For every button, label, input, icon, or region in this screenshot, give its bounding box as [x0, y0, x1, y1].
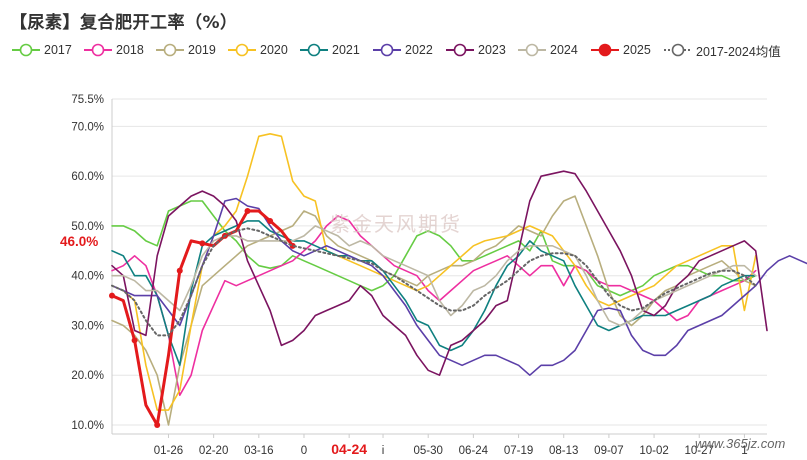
legend-item-2020[interactable]: 2020	[228, 40, 288, 60]
series-point-2025	[109, 292, 115, 299]
series-line-2024	[111, 225, 757, 327]
series-point-2025	[244, 207, 251, 214]
y-tick-label: 10.0%	[71, 420, 104, 432]
y-tick-label: 70.0%	[71, 121, 104, 133]
legend-item-2019[interactable]: 2019	[156, 40, 216, 60]
y-tick-label: 30.0%	[71, 320, 104, 332]
site-watermark: www.365jz.com	[695, 436, 786, 451]
legend-item-2023[interactable]: 2023	[446, 40, 506, 60]
x-tick-label: 0	[301, 445, 307, 457]
legend-marker-icon	[373, 43, 401, 57]
x-tick-label: 01-26	[154, 445, 183, 457]
current-value-label: 46.0%	[60, 234, 99, 249]
series-line-2022	[111, 197, 807, 377]
y-tick-label: 20.0%	[71, 370, 104, 382]
legend-item-2018[interactable]: 2018	[84, 40, 144, 60]
x-tick-label: 09-07	[594, 445, 623, 457]
x-tick-label: 10-27	[685, 445, 714, 457]
legend-label: 2022	[405, 43, 433, 57]
legend-label: 2025	[623, 43, 651, 57]
legend-item-2025[interactable]: 2025	[591, 40, 651, 60]
series-line-2017	[111, 200, 757, 297]
series-line-2019	[111, 195, 757, 426]
legend-item-2022[interactable]: 2022	[373, 40, 433, 60]
legend-marker-icon	[12, 43, 40, 57]
watermark-text: 紫金天风期货	[330, 212, 462, 236]
legend-marker-icon	[664, 43, 692, 57]
series-line-2021	[111, 220, 757, 367]
legend-marker-icon	[156, 43, 184, 57]
legend-marker-icon	[446, 43, 474, 57]
legend-label: 2018	[116, 43, 144, 57]
legend-marker-icon	[300, 43, 328, 57]
x-tick-label: 05-30	[413, 445, 442, 457]
series-point-2025	[131, 337, 138, 344]
series-point-2025	[154, 422, 161, 429]
x-tick-label: 03-16	[244, 445, 273, 457]
legend-label: 2023	[478, 43, 506, 57]
legend-label: 2020	[260, 43, 288, 57]
legend-marker-icon	[591, 43, 619, 57]
series-point-2025	[199, 240, 206, 247]
x-tick-label: 02-20	[199, 445, 228, 457]
series-point-2025	[176, 267, 183, 274]
legend-label: 2021	[332, 43, 360, 57]
y-tick-label: 50.0%	[71, 221, 104, 233]
series-line-2018	[111, 215, 757, 397]
chart-title: 【尿素】复合肥开工率（%）	[10, 13, 238, 33]
x-tick-label: i	[382, 445, 385, 457]
x-tick-label: 07-19	[504, 445, 533, 457]
x-tick-label: 08-13	[549, 445, 578, 457]
legend-item-2017[interactable]: 2017	[12, 40, 72, 60]
x-tick-label: 06-24	[459, 445, 489, 457]
series-line-2023	[111, 170, 768, 377]
legend-item-2017-2024均值[interactable]: 2017-2024均值	[664, 40, 781, 60]
legend-label: 2024	[550, 43, 578, 57]
legend-marker-icon	[228, 43, 256, 57]
x-tick-label: 10-02	[639, 445, 668, 457]
x-tick-label: 04-24	[331, 441, 367, 457]
series-line-2017-2024均值	[111, 227, 757, 337]
legend-marker-icon	[518, 43, 546, 57]
x-tick-label: 1	[741, 445, 747, 457]
series-line-2020	[111, 133, 757, 411]
legend-item-2024[interactable]: 2024	[518, 40, 578, 60]
y-tick-label: 40.0%	[71, 271, 104, 283]
legend-marker-icon	[84, 43, 112, 57]
legend-item-2021[interactable]: 2021	[300, 40, 360, 60]
y-tick-label: 75.5%	[71, 94, 104, 106]
series-point-2025	[267, 217, 274, 224]
legend-label: 2017-2024均值	[696, 44, 781, 59]
legend-label: 2017	[44, 43, 72, 57]
legend-label: 2019	[188, 43, 216, 57]
y-tick-label: 60.0%	[71, 171, 104, 183]
